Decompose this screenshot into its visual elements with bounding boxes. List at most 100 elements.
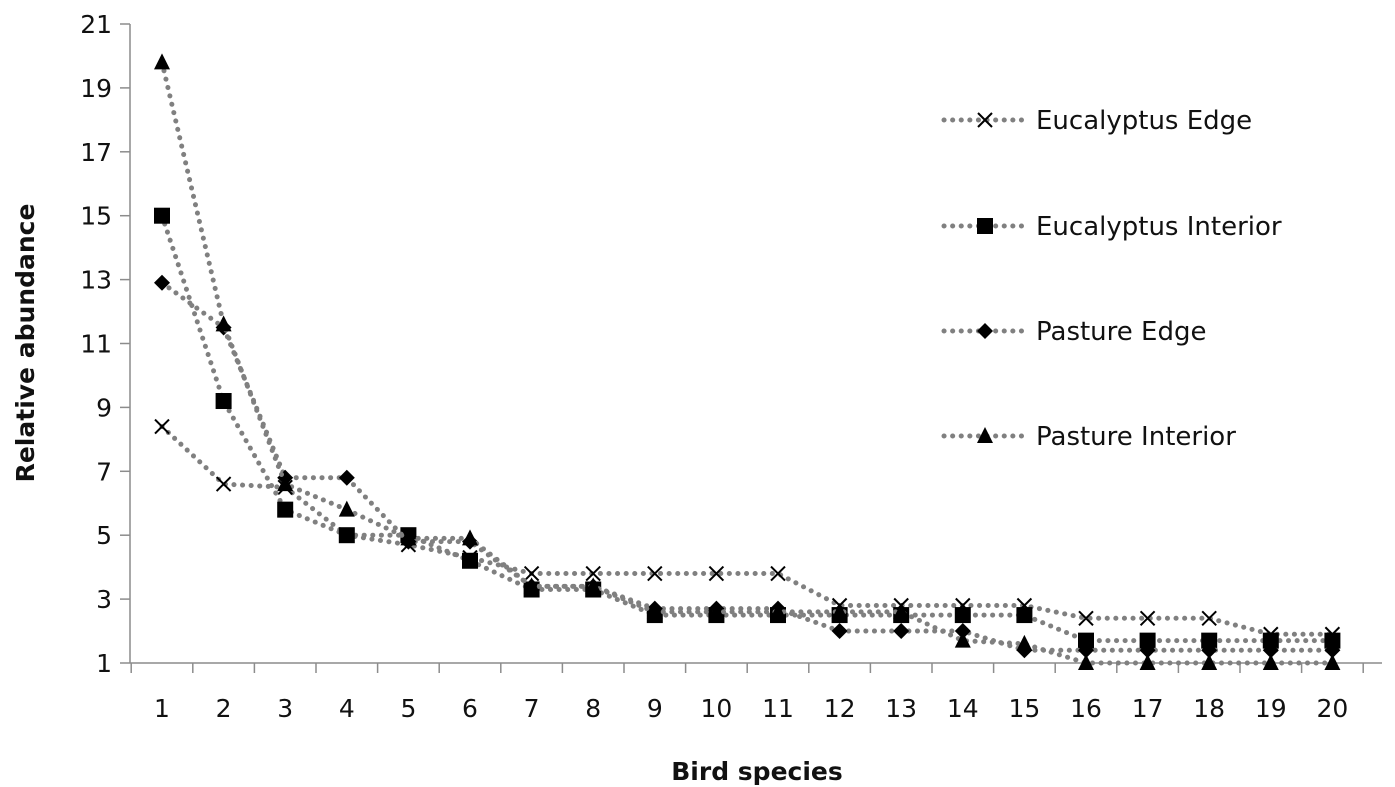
x-tick-label: 14 (947, 694, 979, 723)
data-point-triangle (523, 577, 540, 594)
x-tick-label: 18 (1193, 694, 1225, 723)
x-tick-label: 16 (1070, 694, 1102, 723)
data-point-x (1078, 610, 1094, 626)
data-point-triangle (462, 529, 478, 546)
data-point-square (1016, 607, 1033, 624)
legend-item: Eucalyptus Interior (941, 212, 1282, 242)
x-tick-label: 15 (1008, 694, 1040, 723)
y-tick-label: 13 (80, 266, 112, 295)
legend-label: Pasture Interior (1036, 422, 1236, 452)
data-point-triangle (1324, 654, 1341, 670)
data-point-x (770, 565, 786, 582)
data-point-diamond (1139, 642, 1156, 659)
data-point-triangle (585, 577, 602, 594)
data-point-square (215, 393, 232, 410)
y-tick-label: 9 (96, 393, 112, 422)
data-point-square (154, 207, 170, 224)
x-tick-label: 13 (885, 694, 917, 723)
x-tick-label: 11 (762, 694, 794, 723)
data-point-diamond (831, 623, 848, 640)
x-tick-label: 2 (216, 694, 232, 723)
x-tick-label: 20 (1316, 694, 1348, 723)
x-tick-label: 4 (339, 694, 355, 723)
data-point-square (277, 501, 294, 518)
data-point-triangle (154, 53, 170, 70)
data-point-triangle (215, 315, 232, 332)
data-point-square (1078, 632, 1094, 649)
legend-item: Pasture Edge (941, 317, 1206, 347)
data-point-triangle (770, 602, 786, 619)
data-point-triangle (277, 475, 294, 492)
x-tick-label: 19 (1255, 694, 1287, 723)
y-tick-label: 11 (80, 330, 112, 359)
legend-label: Eucalyptus Interior (1036, 212, 1282, 242)
series-pasture-interior (154, 53, 1341, 670)
x-tick-label: 7 (524, 694, 540, 723)
x-tick-label: 10 (700, 694, 732, 723)
data-point-triangle (1201, 654, 1218, 670)
x-tick-label: 9 (647, 694, 663, 723)
data-point-square (977, 218, 993, 234)
y-tick-label: 7 (96, 457, 112, 486)
data-point-x (1139, 610, 1156, 626)
y-tick-label: 15 (80, 202, 112, 231)
data-point-diamond (893, 623, 910, 640)
series-line (159, 280, 1335, 653)
x-tick-label: 6 (462, 694, 478, 723)
legend-label: Eucalyptus Edge (1036, 106, 1252, 136)
x-tick-label: 3 (277, 694, 293, 723)
data-point-diamond (977, 323, 993, 339)
data-point-diamond (1324, 642, 1341, 659)
data-point-square (1262, 632, 1279, 649)
data-point-x (977, 112, 993, 128)
x-tick-label: 5 (400, 694, 416, 723)
data-point-diamond (154, 274, 170, 291)
data-point-triangle (646, 602, 663, 619)
y-tick-label: 21 (80, 10, 112, 39)
series-line (159, 213, 1335, 644)
legend: Eucalyptus Edge Eucalyptus Interior Pastur… (941, 106, 1282, 452)
data-point-triangle (1078, 654, 1094, 670)
data-point-triangle (977, 427, 993, 443)
data-point-diamond (1078, 642, 1094, 659)
y-tick-label: 19 (80, 74, 112, 103)
data-point-x (708, 565, 725, 582)
x-axis-title: Bird species (671, 757, 843, 786)
data-point-square (1139, 632, 1156, 649)
data-point-triangle (1016, 634, 1033, 651)
data-point-triangle (1262, 654, 1279, 670)
data-point-triangle (338, 500, 355, 517)
data-point-square (1201, 632, 1218, 649)
data-point-triangle (400, 529, 417, 546)
data-point-diamond (1262, 642, 1279, 659)
x-tick-label: 8 (585, 694, 601, 723)
legend-label: Pasture Edge (1036, 317, 1206, 347)
data-point-square (338, 527, 355, 544)
data-point-triangle (954, 631, 971, 648)
data-point-x (585, 565, 601, 582)
data-point-diamond (1201, 642, 1218, 659)
data-point-x (215, 476, 232, 492)
series-line (159, 59, 1335, 666)
legend-item: Eucalyptus Edge (941, 106, 1252, 136)
data-point-triangle (831, 602, 848, 619)
data-point-diamond (338, 469, 355, 486)
x-tick-label: 17 (1132, 694, 1164, 723)
data-point-x (523, 565, 540, 582)
data-point-x (1201, 610, 1217, 626)
data-point-triangle (708, 602, 725, 619)
x-tick-label: 1 (154, 694, 170, 723)
data-point-diamond (954, 623, 971, 640)
series-layer (154, 53, 1341, 670)
y-axis-title: Relative abundance (11, 204, 40, 483)
data-point-square (954, 607, 971, 624)
data-point-triangle (893, 602, 910, 619)
y-tick-label: 3 (96, 585, 112, 614)
data-point-square (462, 552, 478, 569)
data-point-x (154, 418, 170, 435)
data-point-square (1324, 632, 1341, 649)
x-ticks: 1 2 3 4 5 6 7 8 9 10 11 12 13 14 15 16 17 18 19 20 (130, 663, 1364, 723)
data-point-triangle (1139, 654, 1156, 670)
